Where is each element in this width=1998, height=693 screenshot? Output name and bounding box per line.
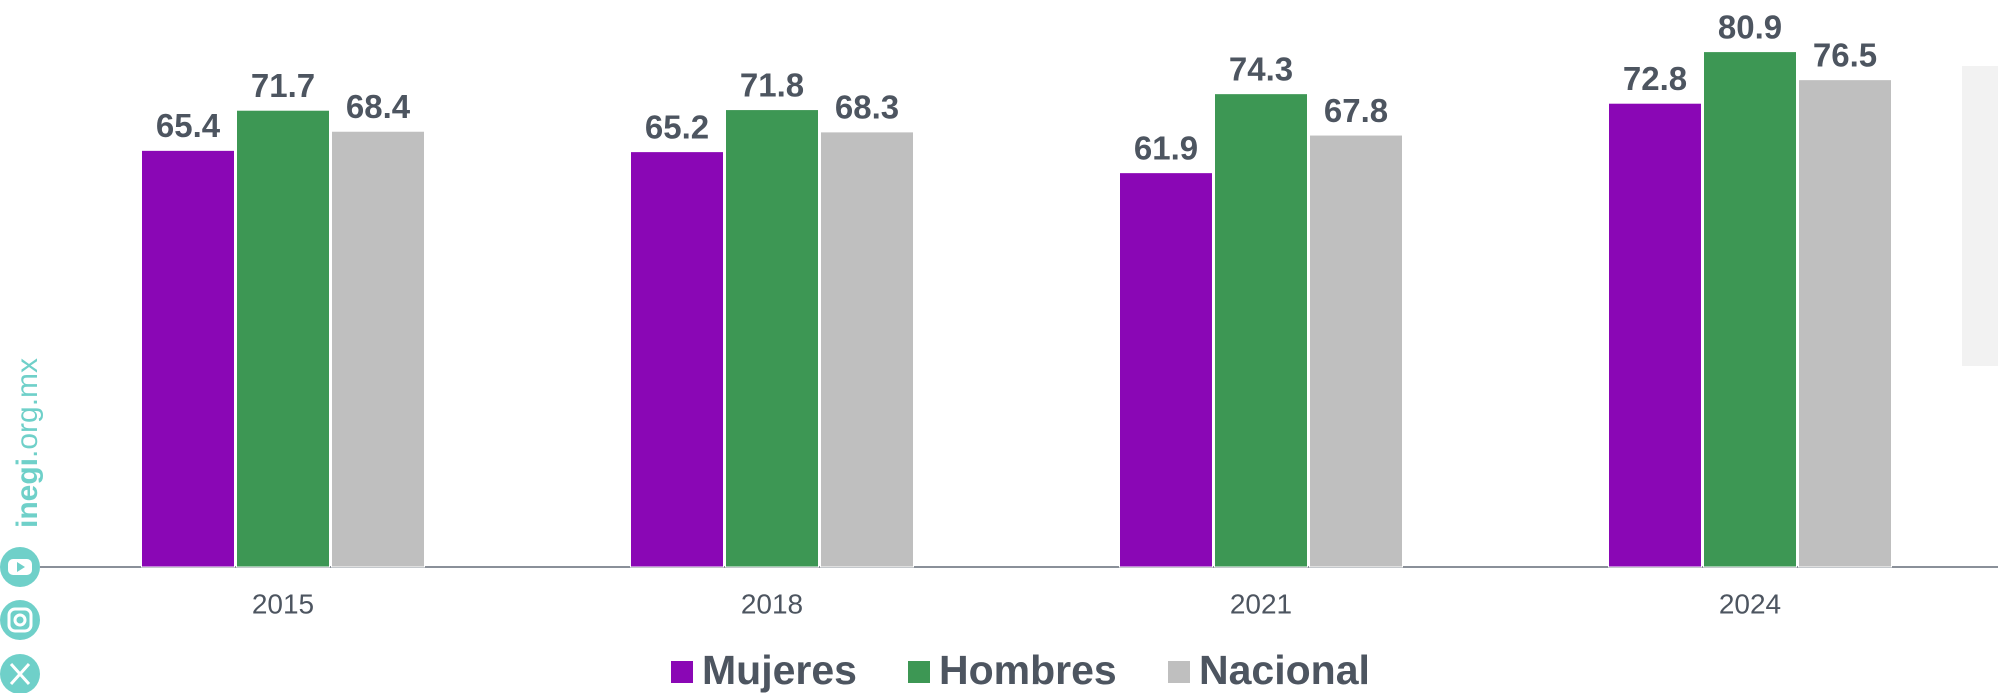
bar (820, 131, 914, 568)
instagram-icon[interactable] (0, 600, 40, 640)
bar (630, 151, 724, 568)
x-tick-label: 2024 (1719, 588, 1781, 619)
data-label: 65.2 (645, 108, 709, 145)
bar (1309, 134, 1403, 568)
data-label: 67.8 (1324, 92, 1388, 129)
bar (236, 109, 330, 568)
data-label: 76.5 (1813, 36, 1877, 73)
site-url: inegi.org.mx (11, 358, 44, 528)
data-label: 68.3 (835, 89, 899, 126)
bar (1703, 51, 1797, 568)
data-label: 72.8 (1623, 60, 1687, 97)
bar (1119, 172, 1213, 568)
legend-label: Hombres (939, 647, 1117, 693)
bar (331, 130, 425, 568)
x-icon[interactable] (0, 654, 40, 693)
data-label: 71.7 (251, 67, 315, 104)
bar (1798, 79, 1892, 568)
legend-label: Nacional (1199, 647, 1370, 693)
data-label: 71.8 (740, 66, 804, 103)
sidebar: inegi.org.mx (0, 358, 44, 693)
youtube-icon[interactable] (0, 547, 40, 587)
legend-swatch (671, 661, 693, 683)
bar (141, 149, 235, 568)
site-bold: inegi (11, 458, 44, 528)
x-tick-label: 2021 (1230, 588, 1292, 619)
bar (725, 109, 819, 568)
legend-label: Mujeres (702, 647, 857, 693)
data-label: 61.9 (1134, 129, 1198, 166)
bar (1608, 102, 1702, 568)
data-label: 68.4 (346, 88, 411, 125)
x-tick-label: 2018 (741, 588, 803, 619)
x-tick-label: 2015 (252, 588, 314, 619)
legend-swatch (908, 661, 930, 683)
data-label: 74.3 (1229, 50, 1293, 87)
bar (1214, 93, 1308, 568)
site-rest: .org.mx (11, 358, 44, 458)
data-label: 65.4 (156, 107, 221, 144)
legend-swatch (1168, 661, 1190, 683)
side-panel (1962, 66, 1998, 366)
data-label: 80.9 (1718, 8, 1782, 45)
